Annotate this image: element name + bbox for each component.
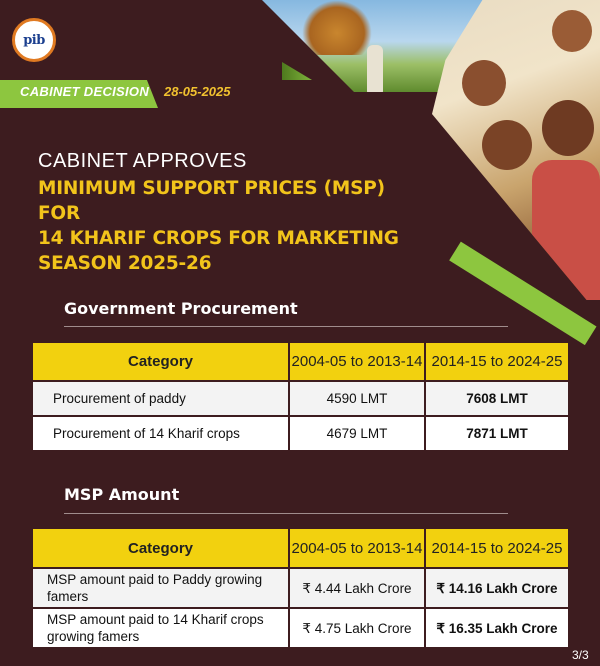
row-value-period-1: 4679 LMT bbox=[290, 417, 426, 450]
logo-text: pib bbox=[23, 32, 45, 48]
row-category: Procurement of paddy bbox=[33, 382, 290, 415]
header-category: Category bbox=[33, 343, 290, 380]
child-head bbox=[552, 10, 592, 52]
table-row: MSP amount paid to 14 Kharif crops growi… bbox=[33, 607, 568, 647]
header-category: Category bbox=[33, 529, 290, 567]
row-value-period-1: 4590 LMT bbox=[290, 382, 426, 415]
headline-line-2: 14 KHARIF CROPS FOR MARKETING bbox=[38, 228, 399, 249]
cabinet-decision-band bbox=[0, 80, 158, 108]
msp-rule bbox=[64, 513, 508, 514]
farmer-figure bbox=[367, 45, 383, 92]
headline-main: MINIMUM SUPPORT PRICES (MSP) FOR 14 KHAR… bbox=[38, 176, 418, 276]
table-row: MSP amount paid to Paddy growing famers … bbox=[33, 567, 568, 607]
table-header-row: Category 2004-05 to 2013-14 2014-15 to 2… bbox=[33, 343, 568, 380]
hand-with-grain bbox=[302, 0, 372, 55]
msp-table: Category 2004-05 to 2013-14 2014-15 to 2… bbox=[33, 529, 568, 647]
procurement-title: Government Procurement bbox=[64, 299, 298, 318]
pib-logo: pib bbox=[12, 18, 56, 62]
green-accent-top bbox=[282, 62, 312, 80]
row-value-period-2: ₹ 14.16 Lakh Crore bbox=[426, 569, 568, 607]
girl-head bbox=[482, 120, 532, 170]
row-value-period-2: 7608 LMT bbox=[426, 382, 568, 415]
row-category: MSP amount paid to Paddy growing famers bbox=[33, 569, 290, 607]
headline-intro: CABINET APPROVES bbox=[38, 150, 247, 172]
msp-title: MSP Amount bbox=[64, 485, 180, 504]
row-value-period-2: 7871 LMT bbox=[426, 417, 568, 450]
page-number: 3/3 bbox=[572, 648, 589, 662]
procurement-table: Category 2004-05 to 2013-14 2014-15 to 2… bbox=[33, 343, 568, 450]
row-category: Procurement of 14 Kharif crops bbox=[33, 417, 290, 450]
procurement-rule bbox=[64, 326, 508, 327]
man-shirt bbox=[532, 160, 600, 300]
header-period-2: 2014-15 to 2024-25 bbox=[426, 529, 568, 567]
row-category: MSP amount paid to 14 Kharif crops growi… bbox=[33, 609, 290, 647]
row-value-period-2: ₹ 16.35 Lakh Crore bbox=[426, 609, 568, 647]
cabinet-decision-label: CABINET DECISION bbox=[20, 84, 150, 99]
table-row: Procurement of paddy 4590 LMT 7608 LMT bbox=[33, 380, 568, 415]
row-value-period-1: ₹ 4.75 Lakh Crore bbox=[290, 609, 426, 647]
header-period-2: 2014-15 to 2024-25 bbox=[426, 343, 568, 380]
woman-head bbox=[462, 60, 506, 106]
header-period-1: 2004-05 to 2013-14 bbox=[290, 343, 426, 380]
table-row: Procurement of 14 Kharif crops 4679 LMT … bbox=[33, 415, 568, 450]
header-period-1: 2004-05 to 2013-14 bbox=[290, 529, 426, 567]
table-header-row: Category 2004-05 to 2013-14 2014-15 to 2… bbox=[33, 529, 568, 567]
headline-line-3: SEASON 2025-26 bbox=[38, 253, 212, 274]
row-value-period-1: ₹ 4.44 Lakh Crore bbox=[290, 569, 426, 607]
decision-date: 28-05-2025 bbox=[164, 84, 231, 99]
headline-line-1: MINIMUM SUPPORT PRICES (MSP) FOR bbox=[38, 178, 385, 224]
man-head bbox=[542, 100, 594, 156]
